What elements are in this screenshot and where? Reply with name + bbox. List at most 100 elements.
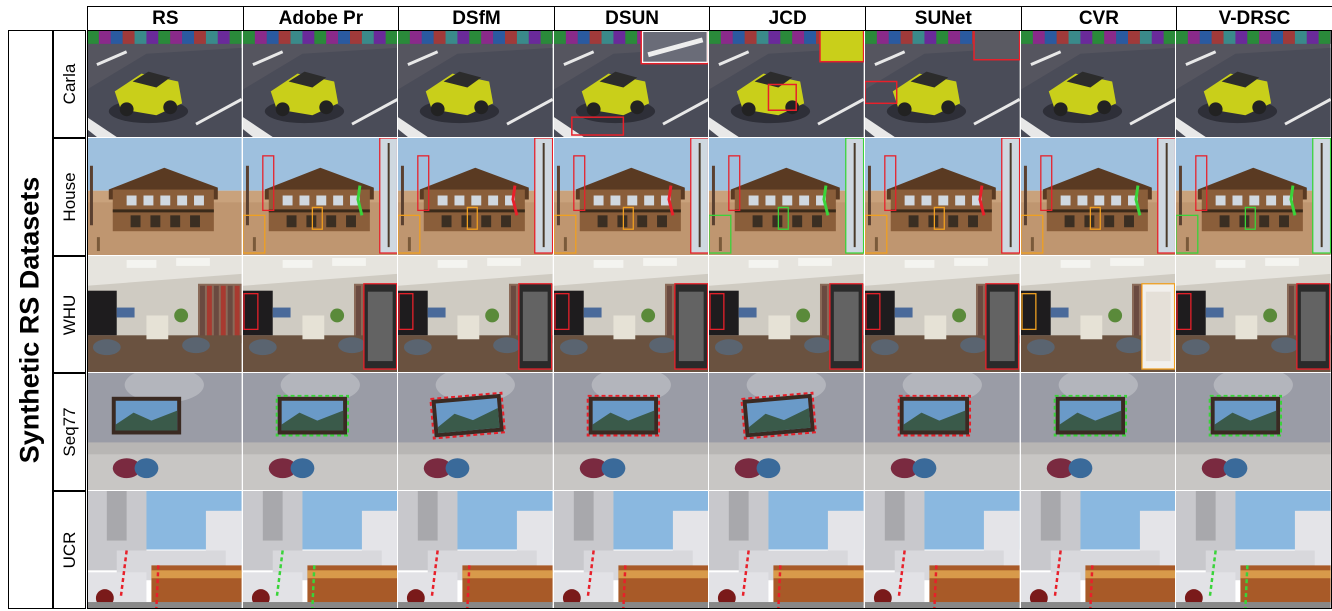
row-label-box-carla: Carla: [53, 30, 86, 138]
result-image-carla-dsun: [553, 30, 710, 138]
result-image-house-rs: [87, 138, 243, 256]
result-image-whu-dsfm: [398, 256, 554, 373]
scene-house: [1176, 138, 1331, 255]
scene-ucr: [553, 491, 709, 608]
scene-carla: [1176, 30, 1331, 137]
column-header-cvr: CVR: [1020, 6, 1178, 30]
scene-ucr: [865, 491, 1020, 608]
result-image-carla-cvr: [1020, 30, 1177, 138]
result-image-seq77-v-drsc: [1176, 373, 1332, 491]
scene-whu: [398, 256, 553, 372]
scene-carla: [865, 30, 1020, 137]
result-image-seq77-rs: [87, 373, 243, 491]
result-image-carla-adobe-pr: [242, 30, 399, 138]
row-label-box-ucr: UCR: [53, 491, 86, 609]
scene-house: [242, 138, 398, 255]
result-image-ucr-dsun: [553, 491, 710, 609]
scene-ucr: [87, 491, 242, 608]
scene-ucr: [709, 491, 864, 608]
scene-house: [87, 138, 242, 255]
result-image-seq77-adobe-pr: [242, 373, 399, 491]
row-label-seq77: Seq77: [59, 407, 79, 457]
result-image-seq77-dsun: [553, 373, 710, 491]
scene-house: [865, 138, 1020, 255]
result-image-whu-adobe-pr: [242, 256, 399, 373]
result-image-whu-cvr: [1020, 256, 1177, 373]
result-image-ucr-rs: [87, 491, 243, 609]
scene-seq77: [242, 373, 398, 490]
row-label-house: House: [59, 172, 79, 222]
result-image-seq77-sunet: [865, 373, 1021, 491]
scene-whu: [1020, 256, 1176, 372]
result-image-seq77-dsfm: [398, 373, 554, 491]
result-image-ucr-sunet: [865, 491, 1021, 609]
column-header-jcd: JCD: [709, 6, 866, 30]
scene-seq77: [87, 373, 242, 490]
result-image-ucr-adobe-pr: [242, 491, 399, 609]
result-image-carla-sunet: [865, 30, 1021, 138]
result-image-house-v-drsc: [1176, 138, 1332, 256]
column-header-rs: RS: [87, 6, 244, 30]
scene-seq77: [1176, 373, 1331, 490]
result-image-ucr-cvr: [1020, 491, 1177, 609]
scene-carla: [87, 30, 242, 137]
result-image-carla-rs: [87, 30, 243, 138]
scene-carla: [242, 30, 398, 137]
result-image-whu-v-drsc: [1176, 256, 1332, 373]
scene-carla: [1020, 30, 1176, 137]
result-image-whu-jcd: [709, 256, 865, 373]
result-image-house-jcd: [709, 138, 865, 256]
scene-whu: [242, 256, 398, 372]
result-image-carla-dsfm: [398, 30, 554, 138]
group-label-box: [8, 30, 53, 609]
scene-house: [398, 138, 553, 255]
scene-carla: [398, 30, 553, 137]
scene-carla: [553, 30, 709, 137]
column-header-dsun: DSUN: [553, 6, 711, 30]
result-image-carla-jcd: [709, 30, 865, 138]
result-image-whu-dsun: [553, 256, 710, 373]
scene-ucr: [242, 491, 398, 608]
result-image-house-dsun: [553, 138, 710, 256]
scene-ucr: [1176, 491, 1331, 608]
scene-house: [553, 138, 709, 255]
row-label-whu: WHU: [59, 294, 79, 335]
row-label-box-whu: WHU: [53, 256, 86, 373]
result-image-house-cvr: [1020, 138, 1177, 256]
column-header-dsfm: DSfM: [398, 6, 555, 30]
scene-whu: [553, 256, 709, 372]
row-label-box-house: House: [53, 138, 86, 256]
result-image-ucr-v-drsc: [1176, 491, 1332, 609]
scene-ucr: [1020, 491, 1176, 608]
scene-whu: [709, 256, 864, 372]
scene-seq77: [553, 373, 709, 490]
scene-seq77: [865, 373, 1020, 490]
column-header-sunet: SUNet: [865, 6, 1022, 30]
scene-carla: [709, 30, 864, 137]
column-header-v-drsc: V-DRSC: [1176, 6, 1332, 30]
scene-whu: [87, 256, 242, 372]
group-label: Synthetic RS Datasets: [14, 176, 45, 464]
column-header-adobe-pr: Adobe Pr: [242, 6, 400, 30]
scene-whu: [865, 256, 1020, 372]
result-image-house-adobe-pr: [242, 138, 399, 256]
result-image-seq77-jcd: [709, 373, 865, 491]
scene-house: [709, 138, 864, 255]
result-image-carla-v-drsc: [1176, 30, 1332, 138]
row-label-ucr: UCR: [59, 531, 79, 569]
result-image-whu-sunet: [865, 256, 1021, 373]
scene-house: [1020, 138, 1176, 255]
row-label-box-seq77: Seq77: [53, 373, 86, 491]
row-label-carla: Carla: [59, 63, 79, 105]
result-image-whu-rs: [87, 256, 243, 373]
scene-seq77: [1020, 373, 1176, 490]
scene-seq77: [398, 373, 553, 490]
scene-ucr: [398, 491, 553, 608]
result-image-seq77-cvr: [1020, 373, 1177, 491]
scene-whu: [1176, 256, 1331, 372]
result-image-house-sunet: [865, 138, 1021, 256]
result-image-ucr-jcd: [709, 491, 865, 609]
result-image-ucr-dsfm: [398, 491, 554, 609]
result-image-house-dsfm: [398, 138, 554, 256]
